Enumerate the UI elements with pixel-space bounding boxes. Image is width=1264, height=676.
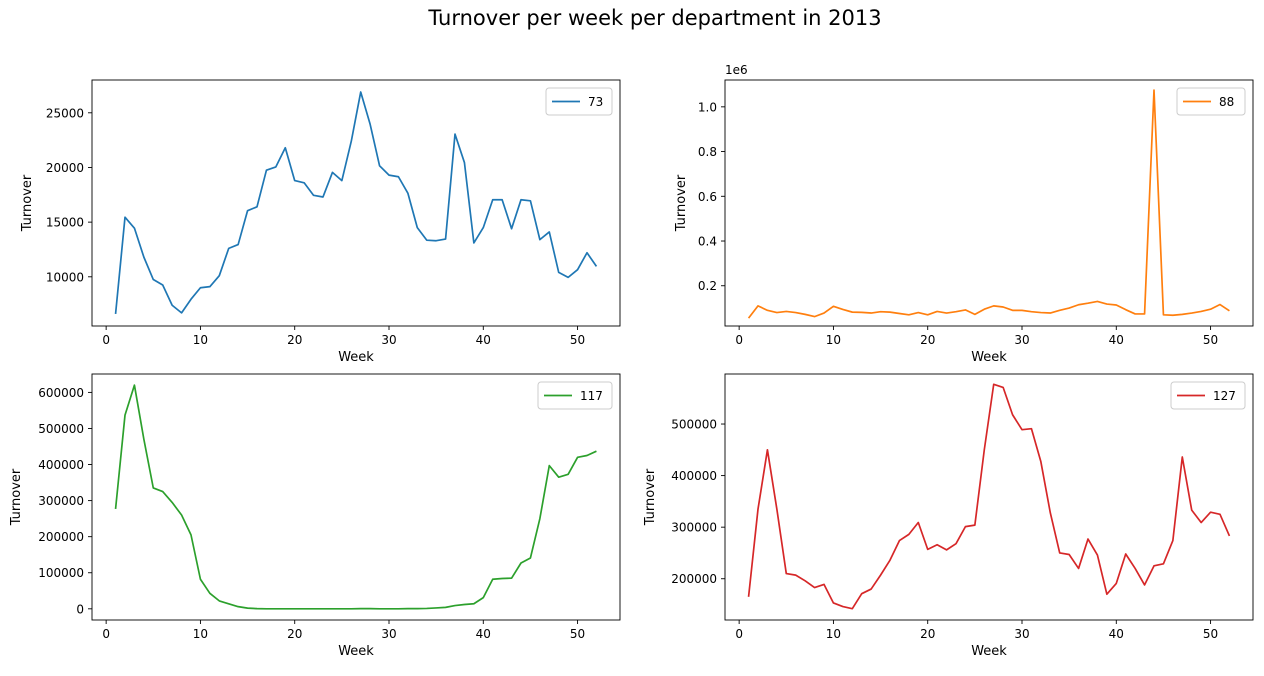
y-tick-label: 0.2 bbox=[698, 279, 717, 293]
x-axis-label: Week bbox=[971, 350, 1007, 365]
y-tick-label: 600000 bbox=[38, 386, 84, 400]
y-tick-label: 200000 bbox=[671, 572, 717, 586]
legend-box bbox=[537, 381, 613, 410]
x-tick-label: 40 bbox=[476, 627, 491, 641]
series-line-127 bbox=[747, 383, 1231, 610]
y-axis-label: Turnover bbox=[20, 174, 35, 232]
x-axis-label: Week bbox=[338, 350, 374, 365]
subplot-3: 0 10 20 30 40 50 0 100000 200000 300000 400000 5000… bbox=[9, 373, 621, 659]
subplot-grid: 0 10 20 30 40 5010000150002000025000WeekTurno… bbox=[9, 63, 1254, 659]
x-tick-label: 20 bbox=[920, 333, 935, 347]
y-tick-label: 400000 bbox=[671, 469, 717, 483]
y-tick-label: 0 bbox=[76, 602, 84, 616]
axes-frame bbox=[91, 373, 621, 621]
legend-label: 127 bbox=[1213, 389, 1236, 403]
x-tick-label: 0 bbox=[735, 627, 743, 641]
x-tick-label: 0 bbox=[102, 333, 110, 347]
series-line-117 bbox=[114, 384, 597, 610]
y-tick-label: 400000 bbox=[38, 458, 84, 472]
legend-box bbox=[1170, 381, 1246, 410]
x-tick-label: 40 bbox=[476, 333, 491, 347]
legend-label: 88 bbox=[1219, 95, 1234, 109]
x-tick-label: 50 bbox=[1203, 333, 1218, 347]
y-offset-label: 1e6 bbox=[725, 63, 748, 77]
y-axis-label: Turnover bbox=[643, 468, 658, 526]
x-axis-label: Week bbox=[338, 644, 374, 659]
x-tick-label: 20 bbox=[920, 627, 935, 641]
axes-frame bbox=[91, 79, 621, 327]
x-tick-label: 30 bbox=[381, 627, 396, 641]
x-axis-label: Week bbox=[971, 644, 1007, 659]
x-tick-label: 10 bbox=[826, 627, 841, 641]
x-tick-label: 20 bbox=[287, 333, 302, 347]
y-tick-label: 0.6 bbox=[698, 190, 717, 204]
x-tick-label: 10 bbox=[826, 333, 841, 347]
legend: 73 bbox=[545, 87, 613, 116]
y-tick-label: 15000 bbox=[46, 216, 84, 230]
subplot-4: 0 10 20 30 40 50 200000 300000 400000 500000 Week T… bbox=[643, 373, 1254, 659]
subplot-1: 0 10 20 30 40 50 10000 15000 20000 25000 Week Turno… bbox=[20, 79, 621, 365]
y-tick-label: 25000 bbox=[46, 106, 84, 120]
x-tick-label: 50 bbox=[570, 627, 585, 641]
y-tick-label: 500000 bbox=[671, 418, 717, 432]
series-line-73 bbox=[114, 91, 598, 315]
x-tick-label: 50 bbox=[1203, 627, 1218, 641]
y-tick-label: 500000 bbox=[38, 422, 84, 436]
axes-frame bbox=[724, 79, 1254, 327]
x-tick-label: 10 bbox=[193, 627, 208, 641]
y-tick-label: 300000 bbox=[38, 494, 84, 508]
y-tick-label: 20000 bbox=[46, 161, 84, 175]
x-tick-label: 10 bbox=[193, 333, 208, 347]
y-axis-label: Turnover bbox=[674, 174, 689, 232]
x-tick-label: 30 bbox=[381, 333, 396, 347]
legend: 117 bbox=[537, 381, 613, 410]
x-tick-label: 40 bbox=[1109, 333, 1124, 347]
axes-frame bbox=[724, 373, 1254, 621]
y-tick-label: 0.4 bbox=[698, 235, 717, 249]
legend-label: 117 bbox=[580, 389, 603, 403]
subplot-2: 0 10 20 30 40 50 0.2 0.4 0.6 0.8 1.0 1e6 Week Turnove… bbox=[674, 63, 1254, 365]
legend: 88 bbox=[1176, 87, 1246, 116]
y-axis-label: Turnover bbox=[9, 468, 24, 526]
x-tick-label: 40 bbox=[1109, 627, 1124, 641]
x-tick-label: 30 bbox=[1014, 627, 1029, 641]
series-line-88 bbox=[747, 89, 1230, 319]
legend-label: 73 bbox=[588, 95, 603, 109]
y-tick-label: 10000 bbox=[46, 270, 84, 284]
y-tick-label: 1.0 bbox=[698, 100, 717, 114]
x-tick-label: 30 bbox=[1014, 333, 1029, 347]
x-tick-label: 0 bbox=[735, 333, 743, 347]
y-tick-label: 200000 bbox=[38, 530, 84, 544]
x-tick-label: 0 bbox=[102, 627, 110, 641]
figure-title: Turnover per week per department in 2013 bbox=[427, 6, 881, 30]
y-tick-label: 300000 bbox=[671, 521, 717, 535]
x-tick-label: 50 bbox=[570, 333, 585, 347]
y-tick-label: 100000 bbox=[38, 566, 84, 580]
y-tick-label: 0.8 bbox=[698, 145, 717, 159]
x-tick-label: 20 bbox=[287, 627, 302, 641]
legend: 127 bbox=[1170, 381, 1246, 410]
